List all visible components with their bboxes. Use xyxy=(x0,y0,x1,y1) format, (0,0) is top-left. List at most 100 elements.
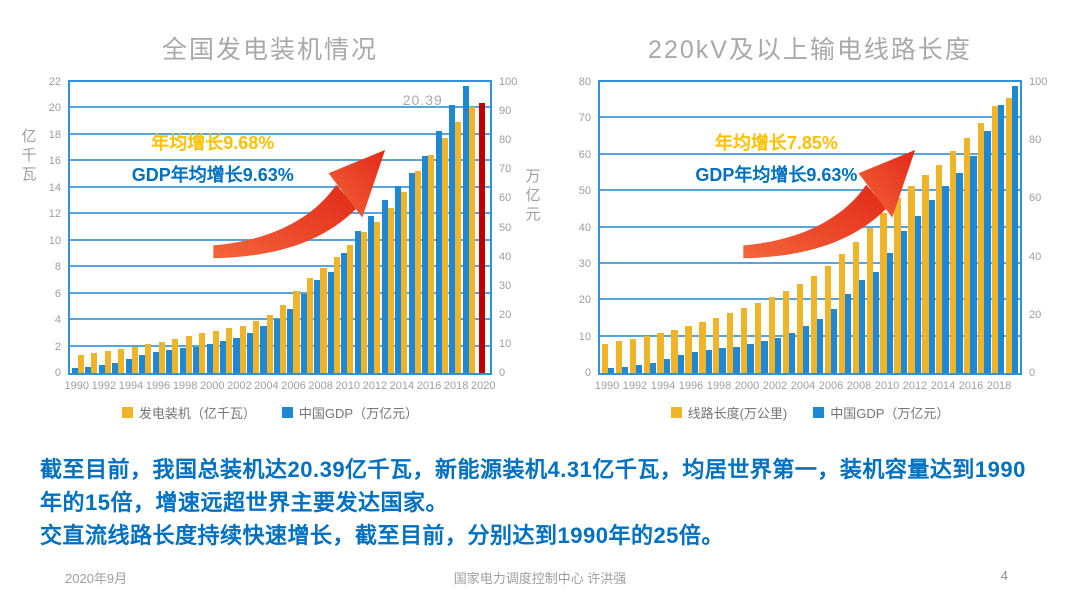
summary-text: 截至目前，我国总装机达20.39亿千瓦，新能源装机4.31亿千瓦，均居世界第一，… xyxy=(40,453,1045,552)
bar-中国GDP（万亿元）-2008 xyxy=(858,280,866,373)
left-axis-tick: 0 xyxy=(54,367,61,379)
bar-group-1995 xyxy=(671,82,685,373)
x-axis-tick: 1994 xyxy=(650,380,676,392)
left-axis-tick: 20 xyxy=(48,102,61,115)
bar-中国GDP（万亿元）-1991 xyxy=(621,366,629,373)
growth-annotation: 年均增长7.85% xyxy=(714,132,838,153)
bar-group-2019 xyxy=(462,82,475,373)
bar-group-1991 xyxy=(615,82,629,373)
bar-线路长度(万公里)-1997 xyxy=(699,322,706,373)
left-axis-tick: 50 xyxy=(578,185,591,198)
bar-线路长度(万公里)-1992 xyxy=(629,338,636,373)
bar-线路长度(万公里)-2000 xyxy=(741,308,748,373)
page-number: 4 xyxy=(1000,568,1008,583)
bar-中国GDP（万亿元）-2008 xyxy=(314,280,321,373)
bar-中国GDP（万亿元）-2000 xyxy=(747,343,754,373)
bar-发电装机（亿千瓦）-2003 xyxy=(253,321,260,373)
bar-group-2005 xyxy=(810,82,824,373)
bar-发电装机（亿千瓦）-2015 xyxy=(414,171,421,373)
bar-发电装机（亿千瓦）-2019 xyxy=(468,107,475,373)
chart-panel-installed-capacity: 全国发电装机情况 亿千瓦 万亿元 年均增长9.68% GDP年均增长9.63% … xyxy=(0,0,540,440)
bar-发电装机（亿千瓦）-2005 xyxy=(280,304,287,373)
bar-中国GDP（万亿元）-1994 xyxy=(125,358,132,373)
bar-中国GDP（万亿元）-1994 xyxy=(663,358,670,373)
legend-item: 中国GDP（万亿元） xyxy=(281,403,418,422)
bars-container xyxy=(70,82,490,373)
bar-中国GDP（万亿元）-1999 xyxy=(733,346,740,373)
bar-group-2014 xyxy=(395,82,408,373)
bar-group-2006 xyxy=(287,82,300,373)
right-axis-tick: 10 xyxy=(499,337,512,350)
bar-group-1990 xyxy=(601,82,615,373)
gridline xyxy=(70,185,490,188)
bar-中国GDP（万亿元）-1998 xyxy=(179,348,186,373)
bar-线路长度(万公里)-1991 xyxy=(615,341,622,373)
bar-group-1996 xyxy=(152,82,165,373)
bar-中国GDP（万亿元）-1990 xyxy=(607,367,615,373)
bar-group-2009 xyxy=(866,82,880,373)
left-axis-tick: 14 xyxy=(48,181,61,194)
right-axis-tick: 20 xyxy=(499,308,512,321)
bar-发电装机（亿千瓦）-2002 xyxy=(239,325,246,373)
right-axis-tick: 30 xyxy=(499,279,512,292)
bar-线路长度(万公里)-2009 xyxy=(866,227,873,373)
legend-swatch-icon xyxy=(121,407,133,418)
right-axis-tick: 40 xyxy=(1029,250,1042,263)
x-axis-tick: 1996 xyxy=(145,380,171,392)
bar-发电装机（亿千瓦）-1995 xyxy=(145,344,152,373)
bar-中国GDP（万亿元）-2003 xyxy=(246,333,254,373)
bar-发电装机（亿千瓦）-1996 xyxy=(158,341,165,373)
bar-group-2007 xyxy=(300,82,314,373)
bar-group-2017 xyxy=(435,82,448,373)
bar-中国GDP（万亿元）-2015 xyxy=(408,172,415,373)
bar-group-2016 xyxy=(422,82,435,373)
bar-中国GDP（万亿元）-2014 xyxy=(395,185,402,373)
x-axis-tick: 2006 xyxy=(818,380,844,392)
summary-paragraph-2: 交直流线路长度持续快速增长，截至目前，分别达到1990年的25倍。 xyxy=(40,523,724,548)
left-axis-tick: 30 xyxy=(578,257,591,270)
bar-发电装机（亿千瓦）-1992 xyxy=(104,351,111,373)
left-axis-title: 亿千瓦 xyxy=(21,128,37,183)
bar-中国GDP（万亿元）-2012 xyxy=(914,216,921,373)
bar-发电装机（亿千瓦）-2011 xyxy=(360,232,367,373)
bar-中国GDP（万亿元）-1992 xyxy=(98,365,105,373)
x-axis-tick: 2002 xyxy=(762,380,788,392)
bar-group-2000 xyxy=(206,82,219,373)
bar-发电装机（亿千瓦）-1997 xyxy=(172,339,179,373)
bar-中国GDP（万亿元）-2005 xyxy=(817,318,824,373)
bar-group-2002 xyxy=(233,82,246,373)
bar-中国GDP（万亿元）-1993 xyxy=(112,362,119,373)
x-axis-tick: 2014 xyxy=(389,380,415,392)
growth-arrow-icon xyxy=(212,150,385,259)
left-axis-tick: 6 xyxy=(54,287,61,300)
bar-发电装机（亿千瓦）-2017 xyxy=(441,137,448,373)
bar-group-1998 xyxy=(179,82,192,373)
bar-发电装机（亿千瓦）-2018 xyxy=(455,121,462,373)
bar-线路长度(万公里)-2001 xyxy=(755,303,762,373)
bar-线路长度(万公里)-2012 xyxy=(908,185,915,373)
bar-group-2010 xyxy=(880,82,894,373)
x-axis-tick: 2016 xyxy=(416,380,442,392)
bar-中国GDP（万亿元）-2010 xyxy=(886,253,893,373)
left-axis-tick: 18 xyxy=(48,128,61,141)
x-axis-tick: 2002 xyxy=(227,380,252,392)
x-axis-tick: 2012 xyxy=(902,380,928,392)
bar-中国GDP（万亿元）-1990 xyxy=(71,367,78,373)
bar-中国GDP（万亿元）-2004 xyxy=(260,325,267,373)
bar-中国GDP（万亿元）-2017 xyxy=(435,130,442,373)
left-axis-tick: 12 xyxy=(48,208,61,221)
bar-中国GDP（万亿元）-1995 xyxy=(139,355,146,373)
bar-发电装机（亿千瓦）-2006 xyxy=(293,290,300,373)
bar-group-2012 xyxy=(908,82,922,373)
gridline xyxy=(70,132,490,135)
bar-中国GDP（万亿元）-2013 xyxy=(928,200,935,373)
bar-中国GDP（万亿元）-2009 xyxy=(327,271,334,373)
bar-线路长度(万公里)-2010 xyxy=(880,212,887,373)
bar-中国GDP（万亿元）-2019 xyxy=(462,85,469,373)
bar-中国GDP（万亿元）-2012 xyxy=(368,216,375,373)
x-axis-tick: 2004 xyxy=(254,380,279,392)
x-axis-tick: 1992 xyxy=(622,380,648,392)
bar-group-2009 xyxy=(327,82,340,373)
bar-线路长度(万公里)-2006 xyxy=(824,265,831,373)
bar-发电装机（亿千瓦）-2016 xyxy=(428,154,435,373)
